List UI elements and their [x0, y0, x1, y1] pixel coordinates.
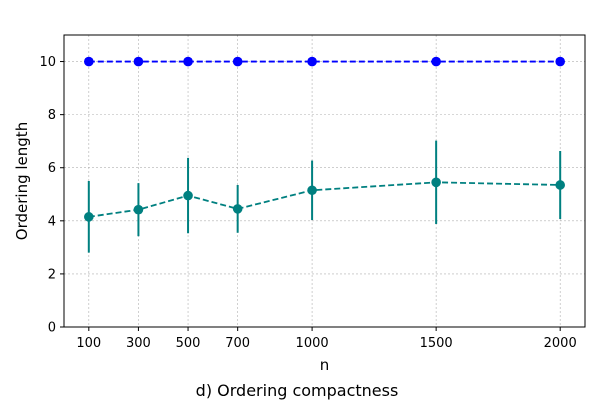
y-tick-label: 2 [48, 267, 56, 282]
series-layer [84, 56, 565, 253]
plot-frame [63, 34, 586, 328]
series-0 [84, 56, 565, 67]
x-tick-label: 500 [176, 336, 201, 351]
x-tick-label: 1500 [420, 336, 453, 351]
x-axis-label: n [320, 356, 330, 374]
data-point [232, 56, 243, 67]
x-tick-label: 300 [126, 336, 151, 351]
data-point [307, 56, 317, 67]
data-point [133, 204, 144, 215]
data-point [84, 212, 94, 222]
data-point [555, 56, 565, 67]
data-point [183, 190, 193, 201]
series-line [88, 181, 561, 218]
data-point [133, 56, 144, 67]
y-tick-label: 10 [39, 55, 56, 70]
data-point [307, 185, 317, 196]
data-point [555, 180, 565, 190]
grid-lines [64, 35, 585, 328]
data-point [431, 56, 441, 67]
y-axis-label: Ordering length [13, 122, 31, 240]
y-tick-label: 4 [48, 214, 56, 229]
data-point [84, 56, 94, 67]
x-tick-label: 1000 [296, 336, 329, 351]
x-tick-label: 100 [76, 336, 101, 351]
axis-ticks: 100 300 500 700 1000 1500 2000 0 2 4 6 8 10 [39, 55, 576, 351]
x-tick-label: 2000 [544, 336, 577, 351]
chart-caption: d) Ordering compactness [196, 381, 399, 400]
y-tick-label: 6 [48, 161, 56, 176]
data-point [232, 204, 243, 214]
y-tick-label: 8 [48, 108, 56, 123]
y-tick-label: 0 [48, 321, 56, 336]
series-1 [84, 140, 565, 253]
x-tick-label: 700 [225, 336, 250, 351]
data-point [183, 56, 193, 67]
data-point [431, 177, 441, 188]
